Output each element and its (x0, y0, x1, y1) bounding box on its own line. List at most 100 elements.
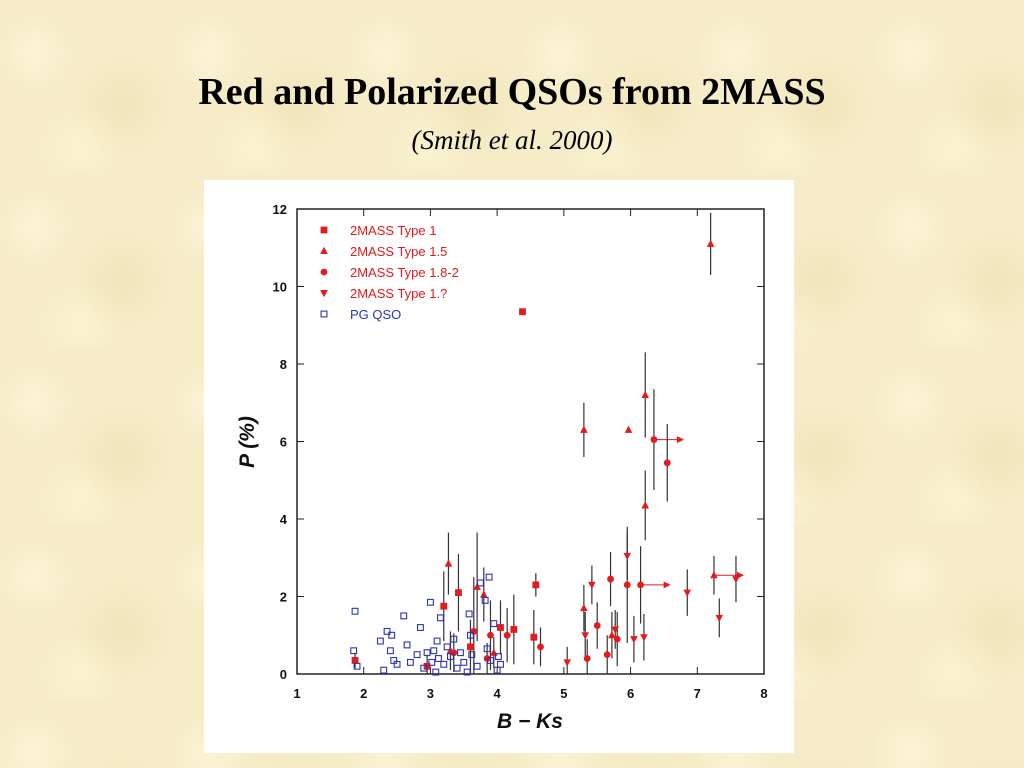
data-point (450, 649, 458, 657)
x-tick-label: 3 (427, 686, 434, 701)
data-point (715, 614, 724, 623)
data-point (432, 668, 440, 676)
data-point (497, 624, 504, 631)
data-point (423, 649, 431, 657)
data-point (603, 651, 611, 659)
data-point (350, 647, 358, 655)
data-point (465, 610, 473, 618)
data-point (607, 575, 614, 583)
data-point (481, 596, 489, 604)
x-tick-label: 6 (627, 686, 634, 701)
data-point (637, 581, 644, 589)
x-tick-label: 7 (694, 686, 701, 701)
data-point (460, 658, 468, 666)
legend-marker (320, 290, 328, 298)
data-point (353, 662, 361, 670)
data-point (351, 657, 359, 664)
data-point (457, 649, 464, 657)
data-point (563, 659, 571, 667)
data-point (420, 664, 428, 672)
data-point (467, 643, 474, 651)
data-point (530, 633, 538, 641)
data-point (433, 637, 441, 645)
data-point (532, 581, 540, 589)
y-axis-title: P (%) (236, 416, 259, 468)
data-point (588, 581, 596, 590)
data-point (470, 627, 478, 635)
data-point (580, 425, 588, 433)
y-tick-label: 0 (280, 667, 287, 682)
data-point (480, 590, 488, 598)
data-point (444, 559, 453, 567)
data-points (350, 239, 740, 676)
slide-title: Red and Polarized QSOs from 2MASS (198, 71, 826, 113)
data-point (640, 634, 648, 642)
data-point (593, 622, 601, 629)
data-point (613, 635, 621, 643)
data-point (426, 598, 434, 606)
data-point (497, 660, 504, 668)
slide-subtitle: (Smith et al. 2000) (411, 125, 613, 155)
data-point (503, 631, 511, 639)
error-bars (354, 212, 744, 674)
data-point (641, 501, 650, 509)
legend-label: 2MASS Type 1.8-2 (350, 265, 459, 280)
data-point (710, 570, 718, 579)
data-point (663, 459, 671, 467)
data-point (380, 666, 388, 674)
x-tick-label: 5 (560, 686, 567, 701)
legend-label: PG QSO (350, 307, 401, 322)
data-point (608, 631, 616, 639)
data-point (351, 607, 359, 615)
data-point (416, 624, 424, 631)
data-point (510, 626, 518, 633)
data-point (630, 636, 638, 644)
data-point (455, 589, 462, 597)
data-point (383, 627, 391, 635)
data-point (400, 612, 408, 620)
data-point (403, 641, 411, 649)
data-point (641, 390, 650, 398)
legend-label: 2MASS Type 1 (350, 223, 436, 238)
data-point (487, 631, 494, 639)
data-point (436, 614, 444, 622)
data-point (485, 573, 493, 581)
legend-label: 2MASS Type 1.? (350, 286, 447, 301)
x-tick-label: 1 (293, 686, 300, 701)
data-point (406, 658, 414, 666)
data-point (683, 589, 692, 597)
data-point (495, 653, 502, 661)
data-point (490, 648, 498, 656)
data-point (467, 631, 474, 639)
data-point (581, 632, 590, 640)
data-point (430, 647, 438, 655)
y-tick-label: 2 (280, 590, 287, 605)
data-point (580, 603, 588, 612)
data-point (519, 308, 526, 316)
data-point (623, 581, 631, 589)
data-point (483, 645, 491, 653)
data-point (477, 579, 484, 587)
legend-marker (320, 268, 328, 276)
y-tick-label: 6 (280, 435, 287, 450)
data-point (583, 655, 591, 662)
data-point (624, 425, 633, 433)
legend-marker (320, 246, 328, 254)
x-tick-label: 8 (760, 686, 767, 701)
data-point (428, 658, 436, 666)
data-point (440, 660, 448, 668)
data-point (463, 668, 471, 676)
data-point (468, 651, 476, 659)
data-point (487, 656, 494, 664)
y-tick-label: 12 (273, 202, 287, 217)
data-point (650, 436, 658, 443)
limit-arrow-head (676, 436, 684, 444)
data-point (440, 602, 448, 610)
data-point (413, 651, 421, 659)
data-point (393, 660, 401, 668)
data-point (376, 637, 384, 645)
data-point (434, 655, 442, 662)
data-point (388, 631, 396, 639)
